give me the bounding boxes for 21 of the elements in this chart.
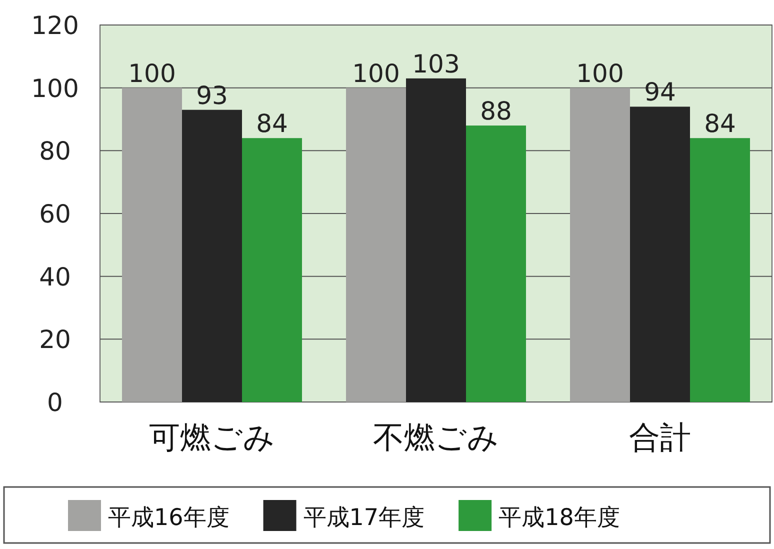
y-tick-label: 0 bbox=[47, 388, 63, 417]
data-label: 88 bbox=[480, 96, 512, 126]
legend-label: 平成18年度 bbox=[498, 505, 620, 531]
data-label: 93 bbox=[196, 80, 228, 110]
data-label: 100 bbox=[576, 58, 624, 88]
y-tick-label: 20 bbox=[39, 325, 71, 354]
y-tick-label: 120 bbox=[31, 11, 79, 40]
x-tick-label: 可燃ごみ bbox=[149, 420, 275, 456]
data-label: 100 bbox=[352, 58, 400, 88]
x-tick-label: 合計 bbox=[629, 420, 691, 456]
data-label: 84 bbox=[256, 109, 288, 138]
y-tick-label: 80 bbox=[39, 136, 71, 166]
data-label: 100 bbox=[128, 58, 176, 88]
y-tick-label: 100 bbox=[31, 74, 79, 103]
y-tick-label: 60 bbox=[39, 200, 71, 228]
data-label: 84 bbox=[704, 109, 736, 138]
x-tick-label: 不燃ごみ bbox=[373, 420, 499, 456]
legend-label: 平成16年度 bbox=[108, 505, 230, 531]
data-label: 103 bbox=[412, 49, 460, 78]
legend-label: 平成17年度 bbox=[303, 505, 425, 531]
y-tick-label: 40 bbox=[39, 262, 71, 292]
